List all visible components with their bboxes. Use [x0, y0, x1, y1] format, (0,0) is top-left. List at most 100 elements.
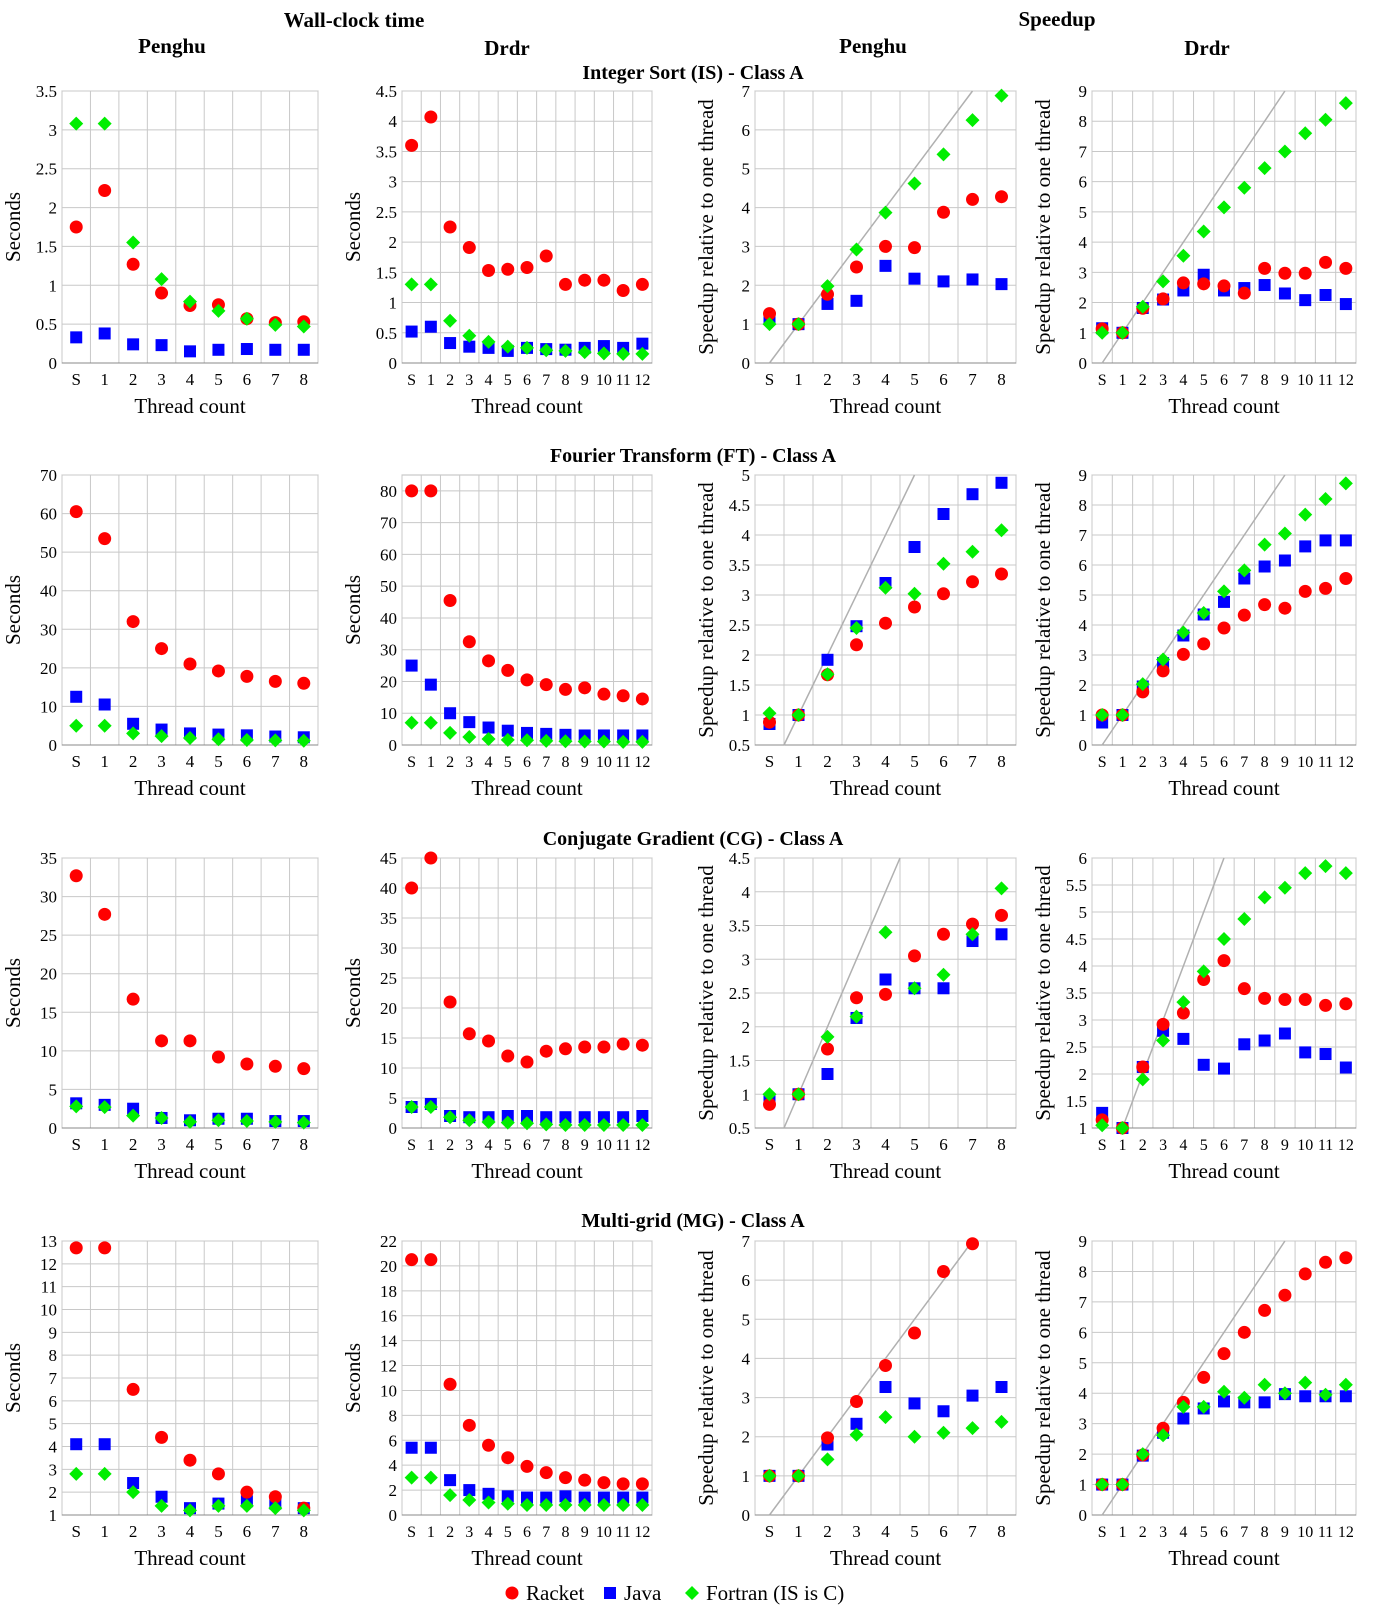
series-fortran	[69, 718, 311, 748]
data-point	[482, 654, 496, 668]
data-point	[211, 303, 226, 318]
x-tick-label: S	[407, 1524, 416, 1541]
data-point	[1237, 563, 1252, 578]
x-tick-label: 1	[427, 372, 435, 389]
data-point	[878, 925, 893, 940]
data-point	[462, 328, 477, 343]
series-java	[405, 1441, 649, 1504]
y-tick-label: 10	[380, 1059, 397, 1078]
y-tick-label: 1	[49, 1506, 58, 1525]
y-tick-label: 3	[49, 121, 58, 140]
y-tick-label: 3	[1079, 263, 1088, 282]
legend-marker	[604, 1587, 616, 1599]
y-tick-label: 5	[389, 1089, 398, 1108]
x-tick-label: S	[1098, 754, 1107, 771]
y-tick-label: 22	[380, 1232, 397, 1251]
y-tick-label: 6	[1079, 1323, 1088, 1342]
data-point	[98, 327, 111, 340]
data-point	[1237, 982, 1251, 996]
x-tick-label: 8	[300, 1135, 309, 1154]
data-point	[444, 337, 457, 350]
y-tick-label: 1	[1079, 1119, 1088, 1138]
y-tick-label: 50	[380, 577, 397, 596]
data-point	[1339, 298, 1352, 311]
x-tick-label: 3	[1159, 1524, 1167, 1541]
x-tick-label: 7	[968, 752, 977, 771]
y-tick-label: 70	[380, 514, 397, 533]
data-point	[69, 116, 84, 131]
x-axis-label: Thread count	[1168, 394, 1280, 418]
legend-label: Racket	[526, 1581, 584, 1605]
x-tick-label: 10	[596, 1137, 612, 1154]
data-point	[596, 1118, 611, 1132]
y-tick-label: 15	[380, 1029, 397, 1048]
y-axis-label: Speedup relative to one thread	[1031, 99, 1055, 355]
x-tick-label: 6	[939, 370, 948, 389]
y-tick-label: 25	[380, 969, 397, 988]
x-tick-label: 12	[634, 1137, 650, 1154]
data-point	[1299, 1046, 1312, 1059]
data-point	[539, 1044, 553, 1058]
data-point	[1298, 992, 1312, 1006]
y-tick-label: 5	[1079, 586, 1088, 605]
data-point	[616, 283, 630, 297]
y-tick-label: 16	[380, 1307, 397, 1326]
data-point	[1218, 595, 1230, 608]
data-point	[966, 1389, 979, 1402]
y-tick-label: 1.5	[729, 1052, 750, 1071]
y-tick-label: 2.5	[1066, 1038, 1087, 1057]
x-tick-label: 5	[910, 1522, 919, 1541]
data-point	[482, 721, 495, 734]
data-point	[1277, 1386, 1292, 1401]
series-java	[763, 476, 1008, 730]
data-point	[539, 678, 553, 692]
x-tick-label: S	[1098, 1137, 1107, 1154]
y-tick-label: 80	[380, 482, 397, 501]
data-point	[1298, 266, 1312, 280]
y-tick-label: 20	[40, 659, 57, 678]
data-point	[995, 278, 1008, 291]
x-tick-label: 7	[968, 1522, 977, 1541]
x-tick-label: 2	[823, 370, 832, 389]
data-point	[1176, 1006, 1190, 1020]
y-tick-label: 0.5	[729, 736, 750, 755]
y-tick-label: 2	[742, 1018, 751, 1037]
x-tick-label: 5	[214, 1135, 223, 1154]
data-point	[1257, 1377, 1272, 1392]
chart-penghu-wall-clock: 0 10 20 30 40 50 60 70 S 1 2 3 4 5 6 7 8 Thread count Seco…	[1, 466, 319, 800]
plot-area	[754, 474, 1017, 746]
y-tick-label: 4	[742, 883, 751, 902]
data-point	[597, 340, 610, 353]
x-tick-label: 5	[1200, 1137, 1208, 1154]
data-point	[1197, 973, 1211, 986]
x-tick-label: 3	[1159, 372, 1167, 389]
data-point	[540, 1491, 553, 1504]
data-point	[577, 1118, 592, 1132]
data-point	[1196, 1399, 1211, 1414]
series-racket	[1095, 255, 1353, 340]
data-point	[1136, 1060, 1150, 1074]
x-tick-label: S	[407, 754, 416, 771]
y-tick-label: 25	[40, 926, 57, 945]
data-point	[1339, 1061, 1352, 1074]
data-point	[520, 1459, 534, 1473]
data-point	[268, 317, 283, 332]
data-point	[1238, 572, 1251, 585]
data-point	[1095, 708, 1110, 722]
data-point	[878, 580, 893, 595]
data-point	[1318, 112, 1333, 127]
data-point	[908, 600, 921, 614]
x-tick-label: 12	[634, 754, 650, 771]
data-point	[636, 1491, 649, 1504]
data-point	[69, 505, 83, 519]
data-point	[405, 325, 418, 338]
data-point	[1217, 932, 1231, 946]
y-tick-label: 1	[1079, 1476, 1088, 1495]
y-tick-label: 7	[1079, 526, 1088, 545]
data-point	[183, 1034, 197, 1048]
data-point	[616, 346, 631, 361]
y-tick-label: 2	[389, 233, 398, 252]
data-point	[616, 734, 631, 749]
